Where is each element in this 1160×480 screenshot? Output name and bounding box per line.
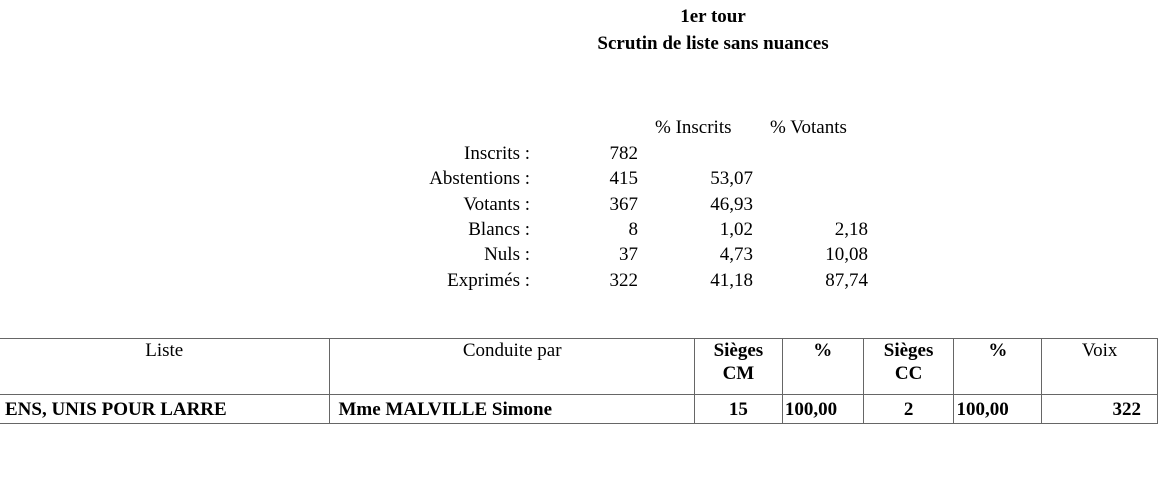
results-table: Liste Conduite par Sièges CM% Sièges CC% Voi… <box>0 338 1158 424</box>
stat-pct-inscrits: 53,07 <box>710 168 753 190</box>
table-row: ENS, UNIS POUR LARRE Mme MALVILLE Simone 1… <box>0 394 1158 424</box>
table-cell: 322 <box>1041 394 1158 424</box>
stat-pct-votants: 2,18 <box>834 218 868 240</box>
stat-label: Exprimés : <box>447 269 530 291</box>
column-header: % Inscrits <box>655 117 732 138</box>
stat-label: Votants : <box>463 193 530 215</box>
subtitle: Scrutin de liste sans nuances <box>597 33 829 54</box>
column-header: % Votants <box>770 117 847 138</box>
round-title: 1er tour <box>680 6 746 27</box>
table-cell: 15 <box>693 394 783 424</box>
header-cell: Sièges CC <box>862 338 955 395</box>
stat-count: 782 <box>609 143 639 164</box>
stat-pct-inscrits: 4,73 <box>719 244 753 266</box>
header-cell: Liste <box>0 338 331 395</box>
header-cell: Conduite par <box>329 338 695 395</box>
stat-pct-inscrits: 41,18 <box>710 269 753 291</box>
table-cell: 100,00 <box>781 394 864 424</box>
stat-label: Blancs : <box>468 218 530 240</box>
header-cell: % <box>953 338 1043 395</box>
stat-count: 415 <box>609 168 639 190</box>
stat-pct-votants: 10,08 <box>825 244 868 266</box>
stat-label: Inscrits : <box>464 143 530 164</box>
stat-pct-inscrits: 1,02 <box>719 218 753 240</box>
header-cell: Sièges CM <box>693 338 783 395</box>
stat-label: Nuls : <box>484 244 530 266</box>
header-cell: % <box>781 338 864 395</box>
stat-count: 322 <box>609 269 639 291</box>
stat-pct-votants: 87,74 <box>825 269 868 291</box>
table-cell: 100,00 <box>953 394 1043 424</box>
table-cell: Mme MALVILLE Simone <box>329 394 695 424</box>
header-cell: Voix <box>1041 338 1158 395</box>
stat-pct-inscrits: 46,93 <box>710 193 753 215</box>
stat-label: Abstentions : <box>429 168 530 190</box>
stat-count: 367 <box>609 193 639 215</box>
table-cell: ENS, UNIS POUR LARRE <box>0 394 331 424</box>
table-cell: 2 <box>862 394 955 424</box>
stat-count: 8 <box>628 218 639 240</box>
stat-count: 37 <box>619 244 638 266</box>
